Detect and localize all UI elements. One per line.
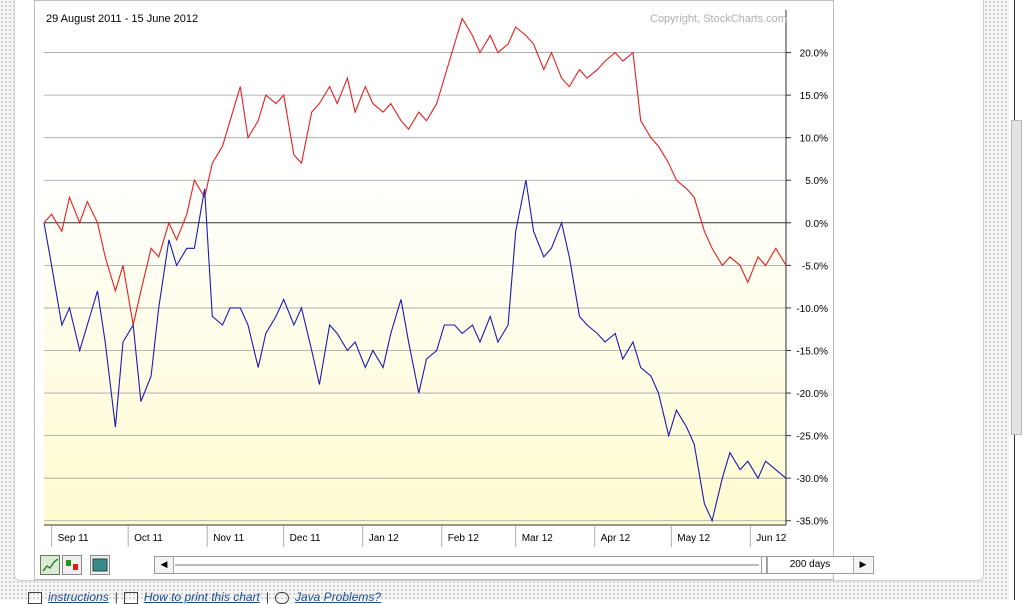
candle-chart-button[interactable] [62,555,82,575]
x-tick-label: Feb 12 [448,533,480,544]
x-tick-label: Sep 11 [58,533,89,544]
y-tick-label: -35.0% [796,517,828,528]
chart-toolbar: ◀ 200 days ▶ [40,554,874,576]
printer-icon [123,591,138,604]
scroll-right-button[interactable]: ▶ [853,557,872,573]
x-tick-label: Mar 12 [522,533,554,544]
x-tick-label: May 12 [677,533,710,544]
period-scrollbar[interactable]: ◀ 200 days ▶ [154,556,874,574]
period-input[interactable]: 200 days [767,557,852,573]
y-tick-label: 15.0% [800,91,828,102]
print-chart-link[interactable]: How to print this chart [143,590,260,604]
y-tick-label: -5.0% [802,261,828,272]
x-tick-label: Dec 11 [290,533,321,544]
instructions-link[interactable]: instructions [48,590,109,604]
scroll-left-button[interactable]: ◀ [155,557,174,573]
java-icon [275,591,289,604]
y-tick-label: -10.0% [796,304,828,315]
x-tick-label: Nov 11 [213,533,244,544]
x-tick-label: Jun 12 [756,533,786,544]
y-tick-label: 10.0% [800,134,828,145]
y-tick-label: -30.0% [796,474,828,485]
series-blue-line [43,180,787,523]
candlestick-icon [66,560,78,570]
y-tick-label: 5.0% [805,176,828,187]
scroll-thumb[interactable] [1011,120,1022,435]
y-tick-label: -15.0% [796,346,828,357]
footer-links: instructions | How to print this chart | Jav… [28,590,381,604]
java-problems-link[interactable]: Java Problems? [295,590,382,604]
x-tick-label: Apr 12 [601,533,631,544]
scroll-track[interactable] [175,564,759,566]
plot-area [44,10,786,525]
x-tick-label: Jan 12 [369,533,399,544]
copyright-label: Copyright, StockCharts.com [650,13,787,25]
book-icon [28,591,42,604]
y-tick-label: 0.0% [805,219,828,230]
area-chart-button[interactable] [90,555,110,575]
y-tick-label: -20.0% [796,389,828,400]
scroll-grip[interactable] [761,557,767,573]
line-chart-button[interactable] [40,555,60,575]
x-tick-label: Oct 11 [134,533,163,544]
line-chart-icon [42,558,59,572]
series-red-line [43,17,787,326]
y-tick-label: -25.0% [796,432,828,443]
window-scrollbar[interactable] [1009,0,1024,600]
date-range-label: 29 August 2011 - 15 June 2012 [46,13,199,25]
area-chart-icon [92,558,108,572]
y-tick-label: 20.0% [800,49,828,60]
